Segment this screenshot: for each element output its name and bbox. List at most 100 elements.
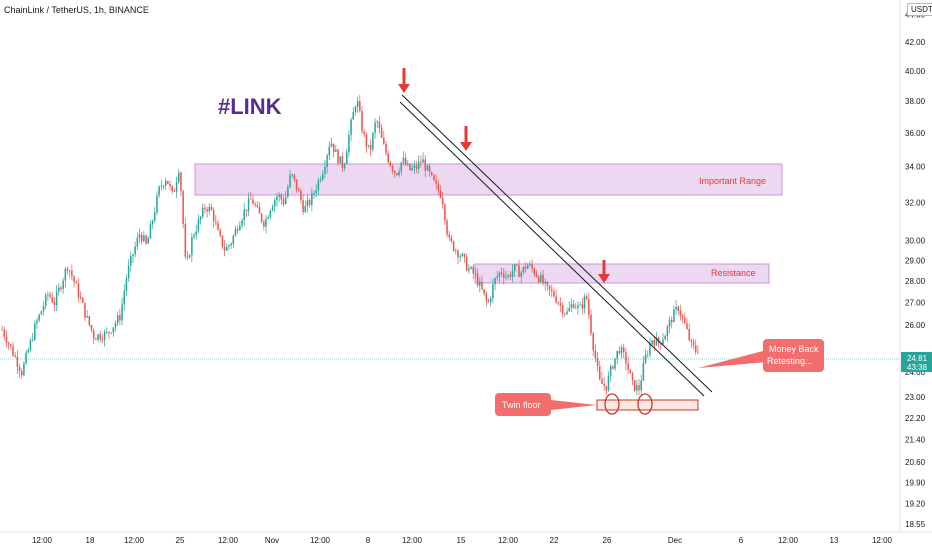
floor-circle-1[interactable] xyxy=(604,393,620,415)
candle-body xyxy=(651,340,653,344)
candle-body xyxy=(324,167,326,174)
candle-body xyxy=(385,144,387,154)
candle-body xyxy=(694,345,697,352)
time-axis[interactable]: 12:00 18 12:00 25 12:00 Nov 12:00 8 12:00 15 12:00… xyxy=(32,536,893,545)
candle-body xyxy=(156,195,158,213)
arrow-down-icon-1 xyxy=(398,68,410,93)
candle-body xyxy=(450,237,453,242)
candle-body xyxy=(171,186,173,192)
candle-body xyxy=(36,320,38,324)
candle-body xyxy=(99,334,102,340)
candle-body xyxy=(579,304,581,306)
twin-floor-callout[interactable]: Twin floor xyxy=(495,393,597,416)
candle-body xyxy=(500,272,503,274)
candle-body xyxy=(664,335,666,340)
link-title: #LINK xyxy=(218,94,282,119)
candle-body xyxy=(409,163,411,171)
candle-body xyxy=(219,230,221,236)
candle-body xyxy=(256,205,259,208)
floor-circle-2[interactable] xyxy=(637,393,653,415)
candle-body xyxy=(531,264,533,269)
candle-body xyxy=(130,256,132,266)
candle-body xyxy=(228,245,230,247)
candle-body xyxy=(365,134,368,147)
candle-body xyxy=(180,172,182,192)
candle-body xyxy=(337,149,339,164)
candle-body xyxy=(568,307,570,312)
candle-body xyxy=(574,307,577,309)
candle-body xyxy=(391,166,394,171)
important-range-zone[interactable] xyxy=(194,163,783,196)
candle-body xyxy=(330,143,333,147)
candle-body xyxy=(404,157,407,165)
candle-body xyxy=(341,156,344,168)
candle-body xyxy=(260,213,263,222)
candle-body xyxy=(555,296,557,303)
candle-body xyxy=(544,281,546,284)
candle-body xyxy=(263,221,265,227)
trendline-inner[interactable] xyxy=(399,101,705,397)
y-tick-label: 26.00 xyxy=(905,321,926,330)
candle-body xyxy=(413,165,416,168)
candle-body xyxy=(278,194,280,197)
candle-body xyxy=(319,179,322,181)
candle-body xyxy=(457,250,459,258)
candle-body xyxy=(548,285,551,290)
x-tick-label: 25 xyxy=(176,536,185,545)
y-tick-label: 29.00 xyxy=(905,257,926,266)
candle-body xyxy=(476,273,479,286)
candle-body xyxy=(433,174,435,181)
candle-body xyxy=(420,161,422,163)
candle-body xyxy=(29,339,32,351)
candle-body xyxy=(230,243,232,246)
candle-body xyxy=(675,306,677,310)
x-tick-label: 12:00 xyxy=(872,536,893,545)
candle-body xyxy=(690,339,693,342)
candle-body xyxy=(603,383,605,387)
candle-body xyxy=(186,256,189,258)
candle-body xyxy=(380,128,383,138)
candle-body xyxy=(424,159,427,171)
y-tick-label: 23.00 xyxy=(905,393,926,402)
candle-body xyxy=(92,330,95,339)
x-tick-label: 13 xyxy=(830,536,839,545)
x-tick-label: 26 xyxy=(603,536,612,545)
candle-body xyxy=(239,225,241,231)
trendline-outer[interactable] xyxy=(401,94,713,393)
candle-body xyxy=(108,331,110,333)
candle-body xyxy=(167,180,169,184)
candle-body xyxy=(437,183,440,191)
candle-body xyxy=(513,264,516,272)
candle-body xyxy=(459,256,461,258)
candle-body xyxy=(594,350,597,359)
candle-body xyxy=(557,302,560,304)
candle-body xyxy=(335,149,337,152)
candle-body xyxy=(271,206,274,211)
candle-body xyxy=(106,331,108,333)
candle-body xyxy=(134,246,136,255)
candle-body xyxy=(509,274,512,277)
candle-body xyxy=(269,210,272,218)
candle-body xyxy=(1,329,3,331)
candle-body xyxy=(188,255,191,258)
candle-body xyxy=(609,366,612,376)
candle-body xyxy=(470,266,472,269)
candle-body xyxy=(225,246,228,251)
candle-body xyxy=(524,266,527,269)
price-axis[interactable]: 44.0042.0040.0038.0036.0034.0032.0030.00… xyxy=(905,11,926,529)
candle-body xyxy=(435,180,437,184)
candle-body xyxy=(73,276,75,282)
candle-body xyxy=(649,343,651,355)
candle-body xyxy=(169,183,171,187)
twin-floor-zone[interactable] xyxy=(596,399,699,411)
candle-body xyxy=(540,275,542,282)
money-back-callout[interactable]: Money Back Retesting... xyxy=(698,339,824,372)
candle-body xyxy=(293,174,296,180)
candle-body xyxy=(339,156,341,164)
candle-body xyxy=(184,224,187,257)
currency-badge[interactable]: USDT xyxy=(907,3,932,16)
candle-body xyxy=(668,319,671,327)
y-tick-label: 30.00 xyxy=(905,237,926,246)
